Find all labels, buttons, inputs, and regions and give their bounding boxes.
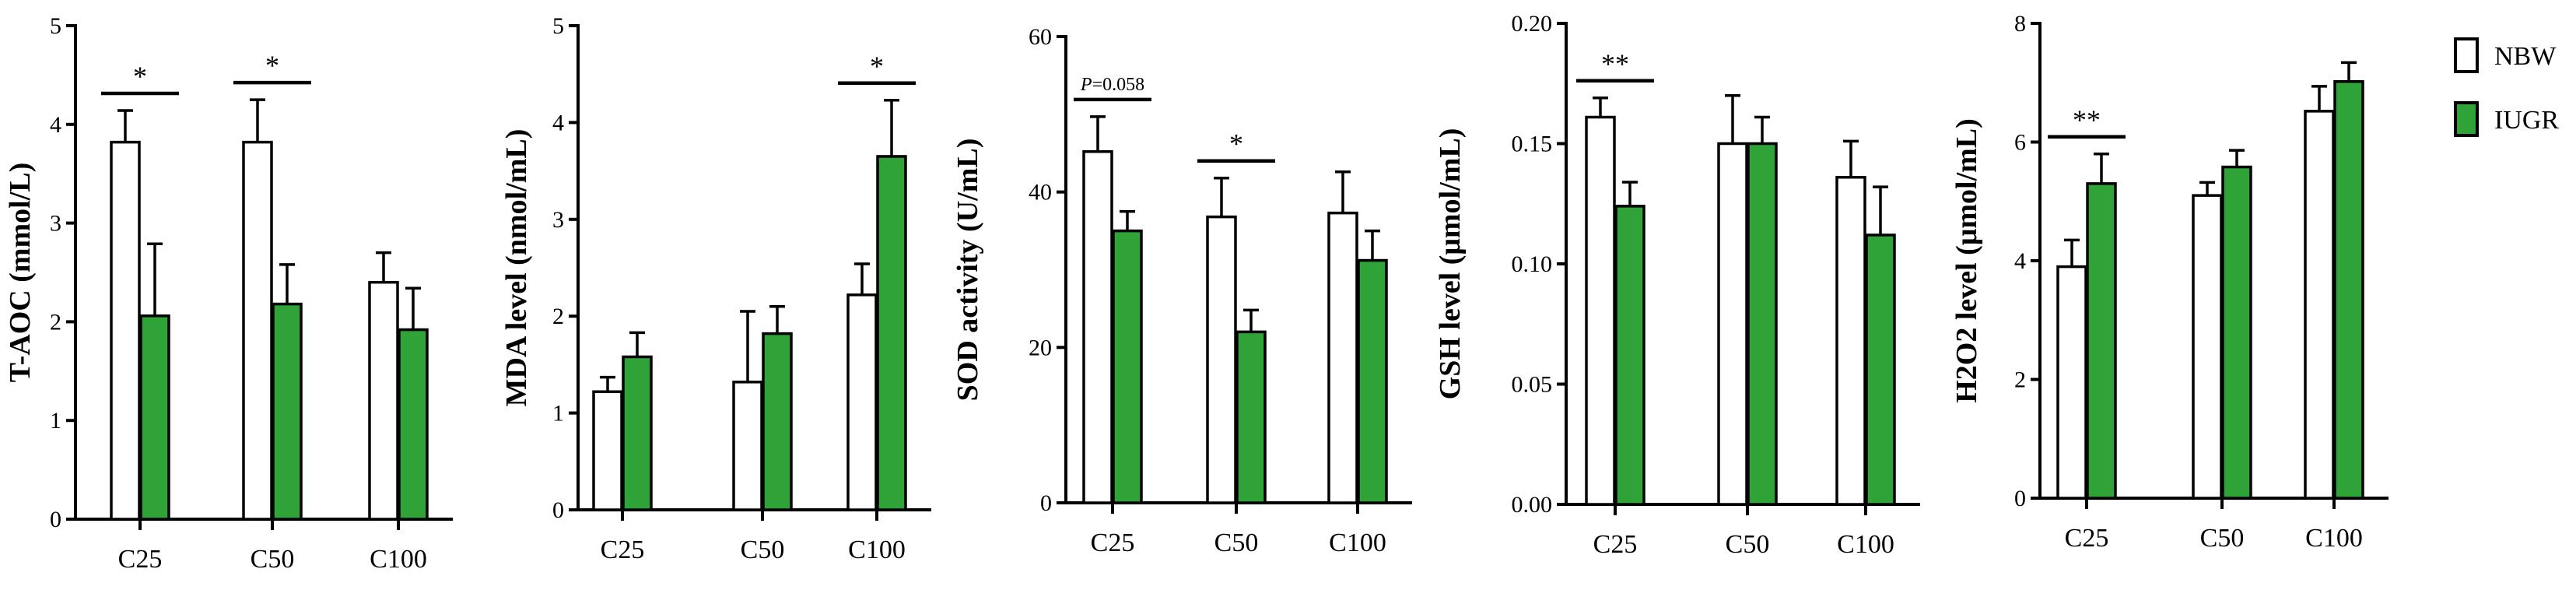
chart-panel-5: 0 2 4 6 8 H2O2 level (μmol/mL) C25 C50 C100 ** [1950,11,2388,553]
bar-nbw-c50 [2192,194,2223,500]
significance-label: * [133,61,147,92]
x-tick-label: C25 [2065,524,2109,553]
bar-iugr-c100 [398,328,429,521]
x-tick-label: C25 [601,536,645,564]
y-tick-label: 2 [2014,367,2026,393]
y-tick-label: 1 [552,401,564,427]
x-tick-label: C100 [1837,530,1894,559]
x-tick-label: C100 [848,536,906,564]
y-tick-label: 5 [552,13,564,39]
bar-iugr-c50 [1747,142,1778,506]
bar-iugr-c25 [1112,229,1143,504]
bar-nbw-c100 [2304,110,2335,500]
significance-label: ** [1601,48,1629,79]
legend-swatch-nbw [2454,37,2479,73]
significance-p-prefix: P [1080,75,1092,95]
y-tick-label: 0.10 [1512,251,1553,277]
x-tick-label: C50 [741,536,785,564]
y-axis-title: H2O2 level (μmol/mL) [1950,118,1983,403]
bar-nbw-c25 [2056,265,2087,500]
chart-panel-3: 0 20 40 60 SOD activity (U/mL) C25 C50 C100 P=0.… [952,24,1412,557]
bar-nbw-c100 [1327,211,1358,504]
y-tick-label: 6 [2014,130,2026,156]
bar-nbw-c50 [242,140,273,521]
x-tick-label: C50 [1726,530,1770,559]
bar-iugr-c25 [2086,182,2117,500]
bar-nbw-c25 [1585,115,1616,506]
y-tick-label: 5 [50,13,61,39]
y-tick-label: 4 [2014,248,2026,274]
y-tick-label: 3 [552,207,564,233]
y-tick-label: 4 [50,112,61,138]
y-tick-label: 0.20 [1512,11,1553,37]
y-tick-label: 0.15 [1512,132,1553,157]
bar-iugr-c100 [1357,258,1388,504]
legend: NBW IUGR [2454,37,2559,137]
bar-nbw-c25 [1082,150,1113,504]
bar-nbw-c50 [1717,142,1748,506]
y-tick-label: 0 [2014,486,2026,511]
y-tick-label: 2 [552,304,564,329]
y-tick-label: 0.00 [1512,492,1553,518]
y-tick-label: 2 [50,309,61,335]
significance-label: * [1229,128,1243,160]
bar-nbw-c25 [110,140,141,521]
x-tick-label: C100 [1329,529,1386,557]
y-tick-label: 40 [1029,180,1052,205]
x-tick-label: C25 [1091,529,1135,557]
bar-iugr-c25 [1614,205,1645,506]
y-tick-label: 0 [1040,490,1052,516]
bar-iugr-c50 [272,302,303,521]
chart-panel-4: 0.00 0.05 0.10 0.15 0.20 GSH level (μmol/mL) C… [1434,11,1920,559]
bar-iugr-c100 [2333,79,2364,500]
bar-nbw-c100 [846,293,878,511]
y-tick-label: 0 [50,507,61,532]
legend-swatch-iugr [2454,101,2479,137]
legend-label-nbw: NBW [2494,42,2557,71]
bar-nbw-c50 [732,381,763,511]
significance-p-value: =0.058 [1092,75,1145,95]
legend-label-iugr: IUGR [2494,106,2559,135]
y-axis-title: MDA level (nmol/mL) [500,129,533,407]
bar-iugr-c50 [2221,165,2252,500]
bar-nbw-c50 [1206,215,1237,504]
x-tick-label: C50 [1214,529,1259,557]
bar-iugr-c100 [876,155,907,511]
bar-iugr-c100 [1865,234,1896,506]
significance-label: ** [2073,104,2101,135]
significance-label: * [265,50,279,81]
y-tick-label: 0.05 [1512,372,1553,398]
x-tick-label: C25 [118,545,163,574]
y-tick-label: 3 [50,211,61,237]
bar-nbw-c25 [592,390,623,511]
y-axis-title: GSH level (μmol/mL) [1434,128,1467,400]
y-tick-label: 0 [552,497,564,523]
significance-label: P=0.058 [1080,75,1144,95]
y-tick-label: 60 [1029,24,1052,50]
bar-iugr-c25 [139,314,170,521]
bar-nbw-c100 [368,280,399,521]
bar-nbw-c100 [1835,176,1866,506]
bar-iugr-c50 [1235,330,1267,504]
x-tick-label: C50 [251,545,295,574]
y-axis-title: T-AOC (mmol/L) [4,163,37,383]
y-tick-label: 8 [2014,11,2026,37]
x-tick-label: C100 [2305,524,2363,553]
x-tick-label: C25 [1593,530,1638,559]
y-axis-title: SOD activity (U/mL) [952,139,984,402]
bar-iugr-c25 [622,355,653,511]
y-tick-label: 4 [552,110,564,135]
chart-panel-2: 0 1 2 3 4 5 MDA level (nmol/mL) C25 C50 C100 * [500,13,931,564]
significance-label: * [870,51,884,82]
y-tick-label: 20 [1029,335,1052,360]
chart-panel-1: 0 1 2 3 4 5 T-AOC (mmol/L) C25 C50 C100 * * [4,13,453,574]
x-tick-label: C100 [370,545,427,574]
bar-iugr-c50 [762,332,793,511]
y-tick-label: 1 [50,408,61,434]
x-tick-label: C50 [2200,524,2245,553]
